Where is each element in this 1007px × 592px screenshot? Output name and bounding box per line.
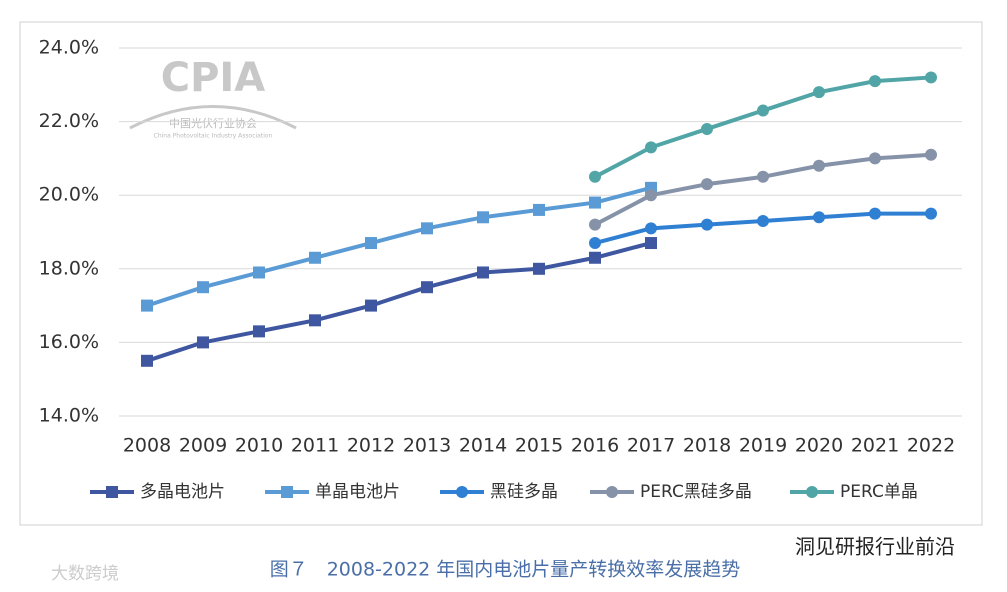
marker	[645, 222, 657, 235]
legend-label: PERC黑硅多晶	[640, 482, 752, 502]
x-tick-label: 2021	[851, 435, 899, 457]
marker	[589, 170, 601, 183]
marker	[589, 251, 601, 264]
marker	[533, 203, 545, 216]
y-tick-label: 20.0%	[39, 184, 99, 206]
marker	[589, 237, 601, 250]
marker	[309, 251, 321, 264]
chart-frame	[19, 21, 983, 526]
x-tick-label: 2009	[179, 435, 227, 457]
marker	[141, 354, 153, 367]
marker	[365, 299, 377, 312]
marker	[645, 189, 657, 202]
watermark-left: 大数跨境	[51, 564, 119, 584]
series-line	[146, 185, 652, 308]
marker	[701, 218, 713, 231]
legend-marker	[806, 486, 818, 498]
marker	[645, 237, 657, 250]
y-tick-label: 24.0%	[39, 37, 99, 59]
marker	[197, 281, 209, 294]
x-tick-label: 2018	[683, 435, 731, 457]
caption: 图７ 2008-2022 年国内电池片量产转换效率发展趋势	[270, 559, 741, 581]
watermark-right: 洞见研报行业前沿	[795, 535, 955, 559]
legend-label: 单晶电池片	[315, 482, 400, 502]
legend-label: PERC单晶	[840, 482, 918, 502]
legend-marker	[606, 486, 618, 498]
marker	[477, 266, 489, 279]
series-line	[146, 241, 652, 363]
x-tick-label: 2008	[123, 435, 171, 457]
marker	[477, 211, 489, 224]
marker	[701, 122, 713, 135]
marker	[813, 159, 825, 172]
y-tick-label: 18.0%	[39, 257, 99, 279]
marker	[589, 218, 601, 231]
marker	[253, 325, 265, 338]
x-tick-label: 2012	[347, 435, 395, 457]
logo: CPIA	[161, 55, 266, 101]
x-tick-label: 2020	[795, 435, 843, 457]
y-tick-label: 22.0%	[39, 110, 99, 132]
marker	[421, 222, 433, 235]
marker	[309, 314, 321, 327]
marker	[813, 211, 825, 224]
legend-marker	[281, 486, 293, 498]
x-tick-label: 2010	[235, 435, 283, 457]
legend-marker	[456, 486, 468, 498]
marker	[757, 104, 769, 117]
marker	[365, 237, 377, 250]
marker	[533, 262, 545, 275]
legend-label: 多晶电池片	[140, 482, 225, 502]
marker	[589, 196, 601, 209]
legend-marker	[106, 486, 118, 498]
marker	[925, 71, 937, 84]
logo-cn: 中国光伏行业协会	[169, 116, 257, 130]
x-tick-label: 2017	[627, 435, 675, 457]
marker	[197, 336, 209, 349]
x-tick-label: 2013	[403, 435, 451, 457]
marker	[701, 178, 713, 191]
marker	[645, 141, 657, 154]
marker	[925, 148, 937, 161]
x-tick-label: 2014	[459, 435, 507, 457]
x-tick-label: 2019	[739, 435, 787, 457]
legend-label: 黑硅多晶	[490, 482, 558, 502]
marker	[253, 266, 265, 279]
x-tick-label: 2011	[291, 435, 339, 457]
x-tick-label: 2015	[515, 435, 563, 457]
y-tick-label: 14.0%	[39, 405, 99, 427]
marker	[421, 281, 433, 294]
marker	[141, 299, 153, 312]
logo-arc	[129, 105, 297, 130]
marker	[925, 207, 937, 220]
marker	[869, 207, 881, 220]
marker	[813, 86, 825, 99]
x-tick-label: 2022	[907, 435, 955, 457]
marker	[869, 152, 881, 165]
marker	[757, 214, 769, 227]
marker	[757, 170, 769, 183]
logo-en: China Photovoltaic Industry Association	[154, 133, 273, 140]
x-tick-label: 2016	[571, 435, 619, 457]
marker	[869, 75, 881, 88]
y-tick-label: 16.0%	[39, 331, 99, 353]
